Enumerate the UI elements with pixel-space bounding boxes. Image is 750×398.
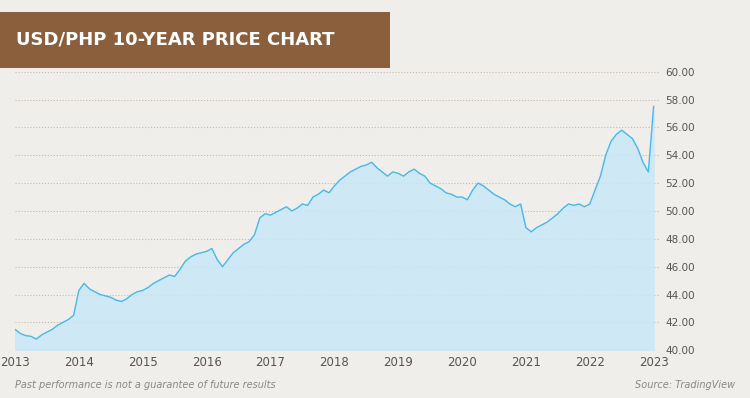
Text: Past performance is not a guarantee of future results: Past performance is not a guarantee of f…: [15, 380, 276, 390]
Text: USD/PHP 10-YEAR PRICE CHART: USD/PHP 10-YEAR PRICE CHART: [16, 31, 334, 49]
Text: Source: TradingView: Source: TradingView: [634, 380, 735, 390]
